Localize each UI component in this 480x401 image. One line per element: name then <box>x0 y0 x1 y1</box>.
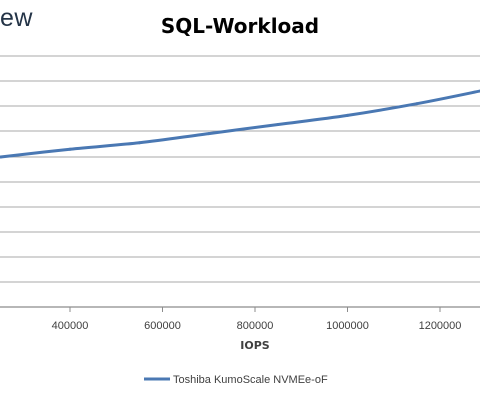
data-point <box>0 155 3 159</box>
brand-logo-fragment: ew <box>0 4 33 32</box>
x-tick-label: 600000 <box>144 320 181 332</box>
data-point <box>415 102 419 106</box>
legend-label: Toshiba KumoScale NVMEe-oF <box>173 374 328 386</box>
legend: Toshiba KumoScale NVMEe-oF <box>144 374 328 386</box>
data-point <box>137 141 141 145</box>
x-axis-label: IOPS <box>240 339 270 352</box>
data-point <box>68 147 72 151</box>
gridlines <box>0 55 480 308</box>
chart-title: SQL-Workload <box>161 14 319 38</box>
data-point <box>207 132 211 136</box>
series-group <box>0 89 480 159</box>
series-line-0 <box>0 89 480 159</box>
data-point <box>346 113 349 117</box>
x-tick-label: 1000000 <box>326 320 369 332</box>
x-axis-ticks: 400000 600000 800000 1000000 1200000 <box>52 307 462 332</box>
x-tick-label: 400000 <box>52 320 89 332</box>
data-point <box>276 123 280 126</box>
x-tick-label: 800000 <box>237 320 274 332</box>
x-tick-label: 1200000 <box>419 320 462 332</box>
